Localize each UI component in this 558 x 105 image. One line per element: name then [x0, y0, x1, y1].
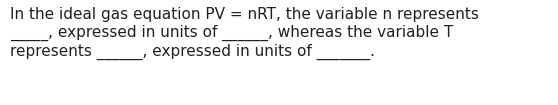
Text: In the ideal gas equation PV = nRT, the variable n represents
_____, expressed i: In the ideal gas equation PV = nRT, the … [10, 7, 479, 60]
